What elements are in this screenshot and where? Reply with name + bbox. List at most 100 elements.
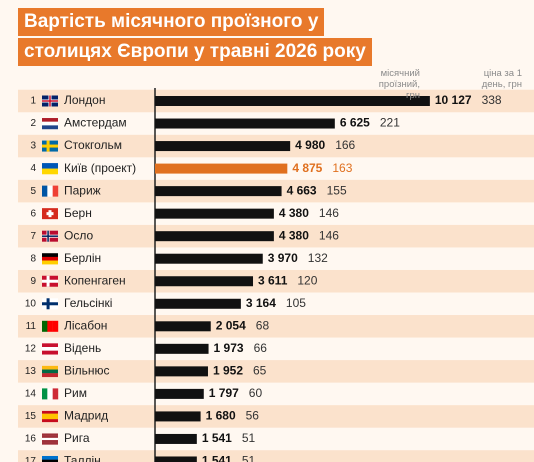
flag-stripe	[42, 459, 58, 462]
column-header: місячний проїзний, грн	[378, 68, 420, 101]
flag-stripe	[42, 320, 48, 332]
rank-label: 6	[30, 208, 36, 219]
value-label: 10 127	[435, 93, 472, 107]
row-band	[18, 315, 534, 338]
rank-label: 7	[30, 231, 36, 242]
rank-label: 10	[25, 298, 37, 309]
flag-icon	[42, 253, 58, 265]
flag-stripe	[42, 433, 58, 436]
category-label: Берн	[64, 206, 92, 220]
category-label: Париж	[64, 183, 101, 197]
flag-icon	[42, 208, 58, 220]
day-value-label: 105	[286, 296, 306, 310]
day-value-label: 60	[249, 386, 263, 400]
value-label: 1 541	[202, 431, 232, 445]
rank-label: 14	[25, 389, 37, 400]
row-band	[18, 224, 534, 248]
flag-icon	[42, 118, 58, 130]
flag-icon	[42, 320, 59, 332]
category-label: Гельсінкі	[64, 296, 112, 310]
flag-stripe	[42, 343, 58, 348]
rank-label: 16	[25, 434, 37, 445]
flag-icon	[42, 455, 58, 462]
row-band	[18, 269, 534, 293]
flag-stripe	[42, 442, 58, 445]
day-value-label: 51	[242, 454, 256, 462]
flag-stripe	[42, 435, 58, 439]
value-label: 1 680	[206, 409, 236, 423]
flag-stripe	[42, 168, 58, 175]
row-band	[18, 360, 534, 383]
flag-icon	[42, 433, 58, 445]
flag-icon	[42, 298, 58, 310]
value-label: 1 541	[202, 454, 232, 462]
day-value-label: 51	[242, 431, 256, 445]
category-label: Вільнюс	[64, 364, 110, 378]
flag-icon	[42, 365, 58, 378]
day-value-label: 166	[335, 138, 355, 152]
day-value-label: 66	[254, 341, 268, 355]
flag-cross	[46, 212, 54, 216]
column-header: ціна за 1 день, грн	[481, 68, 522, 90]
chart-title: столицях Європи у травні 2026 року	[18, 38, 372, 66]
flag-stripe	[52, 388, 59, 400]
flag-stripe	[42, 455, 58, 460]
flag-stripe	[47, 320, 53, 332]
category-label: Копенгаген	[64, 273, 126, 287]
day-value-label: 68	[256, 318, 270, 332]
flag-cross	[42, 279, 58, 283]
flag-icon	[42, 163, 58, 175]
bar	[155, 366, 208, 377]
day-value-label: 338	[482, 93, 502, 107]
rank-label: 4	[30, 163, 36, 174]
flag-stripe	[47, 185, 53, 197]
flag-cross	[42, 144, 58, 148]
day-value-label: 65	[253, 364, 267, 378]
rank-label: 12	[25, 343, 37, 354]
flag-stripe	[42, 346, 58, 351]
value-label: 4 380	[279, 228, 309, 242]
day-value-label: 146	[319, 206, 339, 220]
flag-stripe	[42, 185, 48, 197]
bar	[155, 163, 288, 174]
flag-stripe	[42, 350, 58, 355]
rank-label: 1	[30, 96, 36, 107]
flag-stripe	[42, 419, 58, 423]
flag-stripe	[42, 388, 48, 400]
bar	[155, 186, 282, 197]
day-value-label: 120	[297, 273, 317, 287]
day-value-label: 132	[308, 251, 328, 265]
value-label: 1 797	[209, 386, 239, 400]
bar	[155, 321, 211, 332]
rank-label: 5	[30, 186, 36, 197]
bar	[155, 298, 241, 309]
day-value-label: 56	[246, 409, 260, 423]
flag-stripe	[42, 256, 58, 261]
value-label: 1 952	[213, 364, 243, 378]
chart-title: Вартість місячного проїзного у	[18, 8, 325, 36]
value-label: 4 980	[295, 138, 325, 152]
value-label: 4 663	[287, 183, 317, 197]
bar	[155, 388, 204, 399]
bar	[155, 96, 430, 106]
rank-label: 17	[25, 456, 37, 462]
flag-stripe	[42, 163, 58, 169]
rank-label: 3	[30, 141, 36, 152]
flag-stripe	[42, 369, 58, 374]
value-label: 3 970	[268, 251, 298, 265]
category-label: Берлін	[64, 251, 101, 265]
rank-label: 2	[30, 118, 36, 129]
category-label: Київ (проект)	[64, 161, 136, 175]
day-value-label: 221	[380, 116, 400, 130]
flag-icon	[42, 275, 58, 287]
flag-cross	[42, 235, 58, 237]
flag-stripe	[42, 121, 58, 126]
value-label: 4 380	[279, 206, 309, 220]
row-band	[18, 405, 534, 428]
day-value-label: 155	[327, 183, 347, 197]
rank-label: 9	[30, 276, 36, 287]
rank-label: 8	[30, 253, 36, 264]
row-band	[18, 450, 534, 462]
